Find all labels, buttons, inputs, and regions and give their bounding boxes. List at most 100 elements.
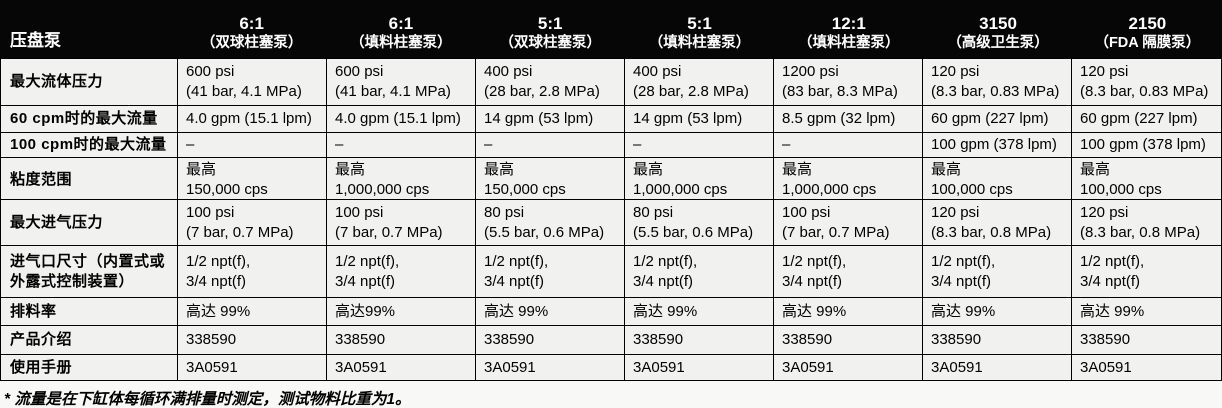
spec-cell-line: 最高 (931, 161, 962, 178)
spec-cell: 338590 (923, 325, 1072, 354)
spec-cell: 120 psi (8.3 bar, 0.83 MPa) (1072, 58, 1221, 105)
spec-cell: 338590 (476, 325, 625, 354)
table-row: 粘度范围 最高 150,000 cps 最高 1,000,000 cps 最高 150,00… (0, 157, 1222, 202)
spec-cell-line: 3A0591 (782, 358, 834, 376)
spec-cell-line: – (335, 136, 344, 154)
spec-cell-line: 150,000 cps (484, 180, 566, 198)
spec-cell: 8.5 gpm (32 lpm) (774, 105, 923, 132)
spec-cell: 高达 99% (1072, 297, 1221, 325)
spec-cell-line: 高达 99% (1080, 302, 1145, 320)
spec-cell: 338590 (327, 325, 476, 354)
row-label: 60 cpm时的最大流量 (1, 105, 178, 132)
spec-cell-line: 1/2 npt(f), (484, 252, 549, 270)
spec-cell: – (625, 132, 774, 157)
spec-cell: 120 psi (8.3 bar, 0.83 MPa) (923, 58, 1072, 105)
table-row: 最大进气压力 100 psi (7 bar, 0.7 MPa) 100 psi (7 b… (0, 199, 1222, 245)
spec-cell-line: (8.3 bar, 0.83 MPa) (1080, 83, 1209, 100)
spec-cell: 最高 1,000,000 cps (625, 157, 774, 202)
column-header-5: 12:1 （填料柱塞泵） (774, 0, 923, 58)
spec-cell-line: 400 psi (484, 63, 533, 81)
spec-cell: 3A0591 (327, 354, 476, 380)
spec-cell-line: 1/2 npt(f), (782, 252, 847, 270)
spec-cell: 120 psi (8.3 bar, 0.8 MPa) (1072, 199, 1221, 245)
spec-cell: 100 gpm (378 lpm) (1072, 132, 1221, 157)
spec-cell: 4.0 gpm (15.1 lpm) (178, 105, 327, 132)
spec-cell-line: 100 gpm (378 lpm) (931, 136, 1057, 154)
table-row: 产品介绍 338590 338590 338590 338590 338590 338590… (0, 325, 1222, 354)
row-label: 进气口尺寸（内置式或外露式控制装置） (1, 245, 178, 297)
spec-cell-line: 338590 (484, 331, 535, 349)
spec-cell-line: 100 psi (335, 203, 384, 221)
spec-cell: 1/2 npt(f), 3/4 npt(f) (1072, 245, 1221, 297)
column-pump-type: （双球柱塞泵） (200, 34, 303, 51)
column-pump-type: （填料柱塞泵） (350, 34, 452, 51)
spec-cell-line: 400 psi (633, 63, 682, 81)
column-header-3: 5:1 （双球柱塞泵） (476, 0, 625, 58)
column-pump-type: （填料柱塞泵） (798, 34, 900, 51)
spec-cell-line: 4.0 gpm (15.1 lpm) (186, 110, 312, 128)
spec-cell-line: 1/2 npt(f), (335, 252, 400, 270)
spec-cell: 高达99% (327, 297, 476, 325)
spec-cell: – (476, 132, 625, 157)
spec-cell-line: 338590 (782, 331, 833, 349)
spec-cell-line: 120 psi (931, 203, 980, 221)
spec-cell-line: 1200 psi (782, 63, 839, 81)
spec-cell-line: 60 gpm (227 lpm) (1080, 110, 1198, 128)
spec-cell-line: 1/2 npt(f), (931, 252, 996, 270)
spec-cell-line: (28 bar, 2.8 MPa) (484, 83, 600, 100)
spec-cell-line: (7 bar, 0.7 MPa) (186, 223, 294, 241)
spec-cell-line: (28 bar, 2.8 MPa) (633, 83, 749, 100)
spec-cell-line: 3/4 npt(f) (484, 272, 545, 290)
spec-cell-line: 高达 99% (782, 302, 847, 320)
spec-cell: 338590 (1072, 325, 1221, 354)
spec-cell-line: (83 bar, 8.3 MPa) (782, 83, 898, 100)
spec-cell-line: 1,000,000 cps (335, 180, 430, 198)
spec-cell-line: 3/4 npt(f) (186, 272, 247, 290)
spec-cell: 高达 99% (923, 297, 1072, 325)
spec-cell-line: 100,000 cps (931, 180, 1013, 198)
spec-cell-line: 高达 99% (931, 302, 996, 320)
spec-cell: 最高 100,000 cps (923, 157, 1072, 202)
spec-cell-line: – (484, 136, 493, 154)
row-label: 产品介绍 (1, 325, 178, 354)
spec-cell-line: 120 psi (1080, 63, 1129, 81)
spec-cell-line: 1,000,000 cps (782, 180, 877, 198)
row-label: 粘度范围 (1, 157, 178, 202)
spec-cell-line: 338590 (1080, 331, 1131, 349)
spec-cell-line: 100 psi (186, 203, 235, 221)
spec-cell: 100 psi (7 bar, 0.7 MPa) (774, 199, 923, 245)
spec-cell: 最高 100,000 cps (1072, 157, 1221, 202)
spec-cell-line: 最高 (335, 161, 366, 178)
spec-cell-line: 3/4 npt(f) (1080, 272, 1141, 290)
spec-cell: 338590 (178, 325, 327, 354)
spec-cell-line: 最高 (484, 161, 515, 178)
spec-cell-line: 120 psi (1080, 203, 1129, 221)
spec-cell: 338590 (625, 325, 774, 354)
spec-cell: 14 gpm (53 lpm) (476, 105, 625, 132)
spec-cell-line: 80 psi (484, 203, 525, 221)
spec-cell-line: 高达99% (335, 302, 396, 320)
spec-cell-line: 1/2 npt(f), (633, 252, 698, 270)
spec-cell: 400 psi (28 bar, 2.8 MPa) (476, 58, 625, 105)
spec-cell: 高达 99% (625, 297, 774, 325)
spec-cell-line: (7 bar, 0.7 MPa) (782, 223, 890, 241)
spec-cell: 4.0 gpm (15.1 lpm) (327, 105, 476, 132)
spec-cell: 1/2 npt(f), 3/4 npt(f) (327, 245, 476, 297)
spec-cell-line: 3A0591 (931, 358, 983, 376)
column-header-2: 6:1 （填料柱塞泵） (326, 0, 475, 58)
spec-cell-line: 3A0591 (335, 358, 387, 376)
spec-cell: 3A0591 (476, 354, 625, 380)
spec-cell: 3A0591 (923, 354, 1072, 380)
column-pump-type: （双球柱塞泵） (499, 34, 601, 51)
column-ratio: 2150 (1128, 13, 1167, 33)
spec-cell: 最高 150,000 cps (476, 157, 625, 202)
column-ratio: 5:1 (687, 13, 712, 33)
spec-cell-line: 高达 99% (633, 302, 698, 320)
spec-cell-line: 14 gpm (53 lpm) (484, 110, 594, 128)
column-header-1: 6:1 （双球柱塞泵） (177, 0, 326, 58)
spec-cell-line: – (186, 136, 195, 154)
column-pump-type: （填料柱塞泵） (648, 34, 751, 51)
column-pump-type: （FDA 隔膜泵） (1094, 34, 1201, 51)
spec-cell-line: 100,000 cps (1080, 180, 1162, 198)
spec-cell: 最高 1,000,000 cps (327, 157, 476, 202)
